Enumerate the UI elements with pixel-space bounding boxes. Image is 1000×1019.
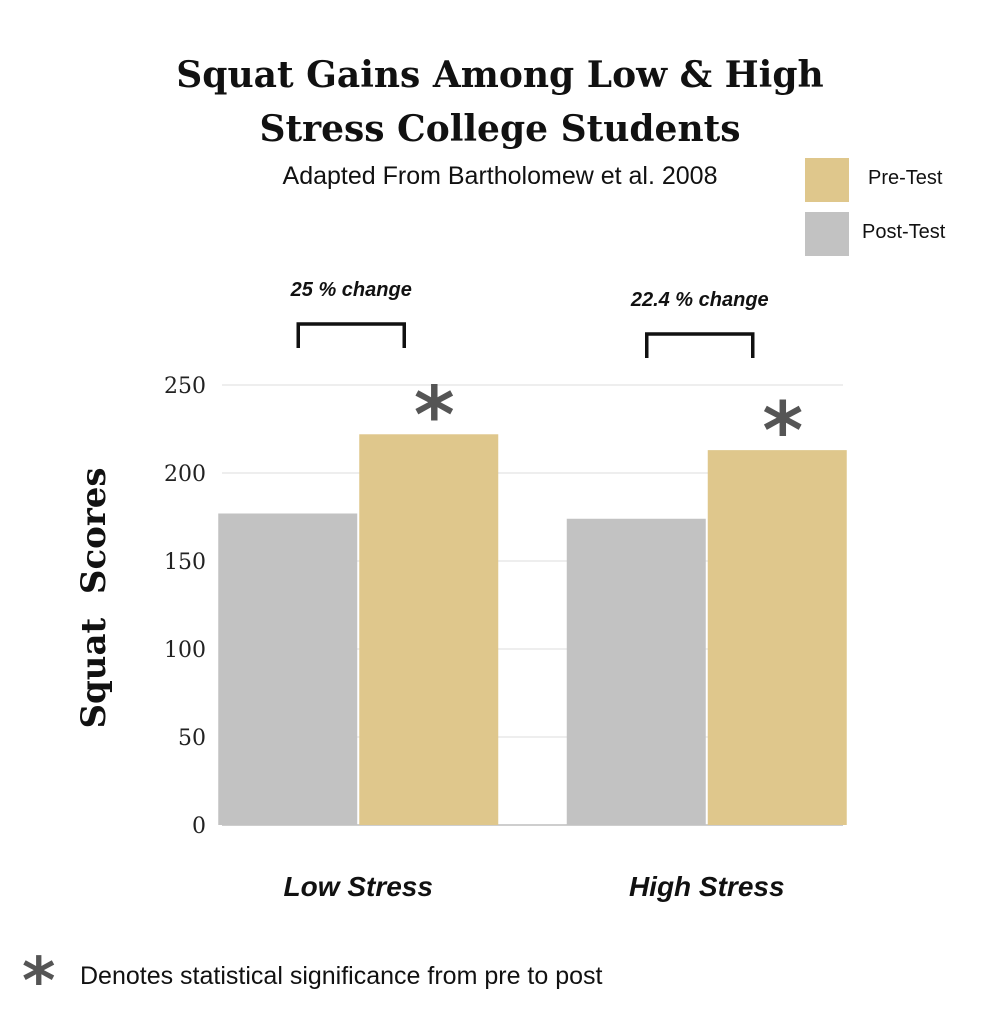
y-tick-label: 0: [192, 814, 206, 839]
chart-title-line-1: Squat Gains Among Low & High: [176, 54, 824, 96]
change-bracket: [645, 332, 755, 358]
legend-label-pre-test: Pre-Test: [868, 167, 943, 189]
chart-subtitle: Adapted From Bartholomew et al. 2008: [282, 162, 718, 190]
y-tick-label: 250: [164, 374, 206, 399]
significance-asterisk-icon: *: [762, 387, 803, 477]
legend-label-post-test: Post-Test: [862, 221, 946, 243]
y-tick-label: 150: [164, 550, 206, 575]
bar-post-test-high-stress: [566, 518, 706, 825]
chart-title-line-2: Stress College Students: [259, 108, 741, 150]
y-tick-label: 200: [164, 462, 206, 487]
y-tick-label: 100: [164, 638, 206, 663]
y-tick-label: 50: [178, 726, 206, 751]
legend-swatch-pre-test: [805, 158, 849, 202]
bar-post-test-low-stress: [218, 513, 358, 825]
percent-change-label: 22.4 % change: [630, 289, 769, 311]
percent-change-label: 25 % change: [290, 279, 412, 301]
legend-swatch-post-test: [805, 212, 849, 256]
change-bracket: [296, 322, 406, 348]
bar-pre-test-high-stress: [707, 450, 847, 825]
bar-pre-test-low-stress: [359, 434, 499, 825]
footnote-text: Denotes statistical significance from pr…: [80, 962, 603, 990]
significance-asterisk-icon: *: [414, 371, 455, 461]
x-category-label: High Stress: [629, 871, 785, 902]
x-category-label: Low Stress: [284, 871, 433, 902]
significance-asterisk-icon: *: [22, 945, 56, 1019]
